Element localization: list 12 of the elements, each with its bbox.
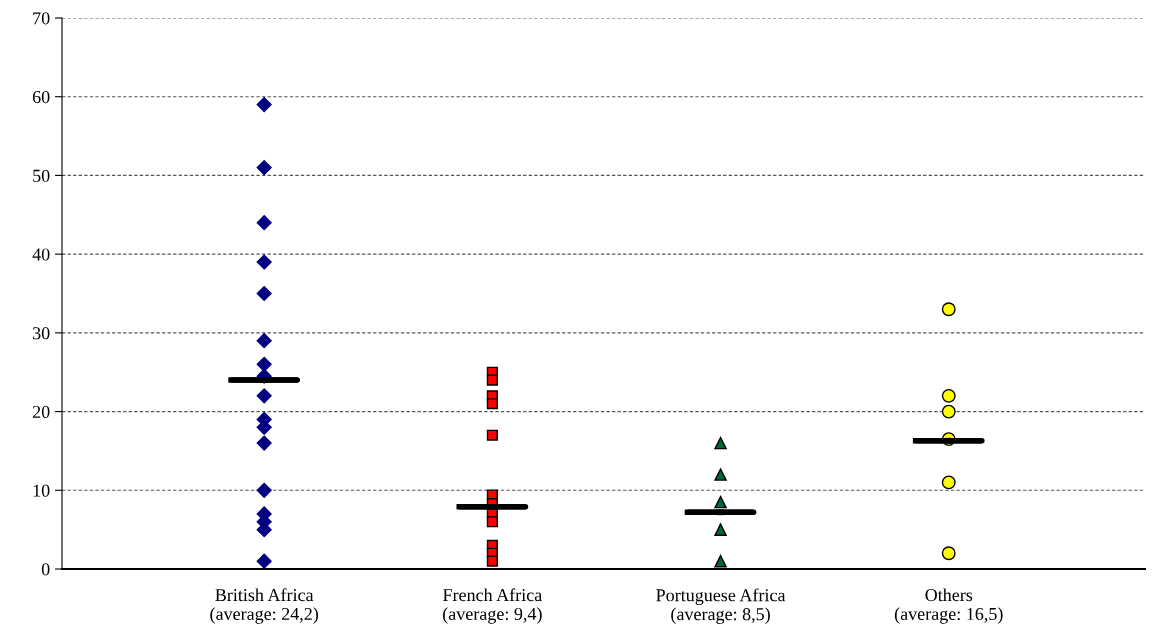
x-tick-label: British Africa (average: 24,2) <box>210 588 319 624</box>
x-tick-label: Others (average: 16,5) <box>894 588 1003 624</box>
y-tick-label: 60 <box>32 90 50 104</box>
y-tick-label: 10 <box>33 484 50 497</box>
y-tick-label: 70 <box>33 12 50 25</box>
x-tick-label: French Africa (average: 9,4) <box>443 588 543 624</box>
x-tick-label: Portuguese Africa (average: 8,5) <box>656 588 786 624</box>
y-tick-label: 30 <box>33 327 50 340</box>
y-tick-label: 20 <box>32 405 50 419</box>
y-tick-label: 40 <box>32 248 50 261</box>
y-tick-label: 50 <box>33 169 50 182</box>
y-tick-label: 0 <box>41 563 50 576</box>
